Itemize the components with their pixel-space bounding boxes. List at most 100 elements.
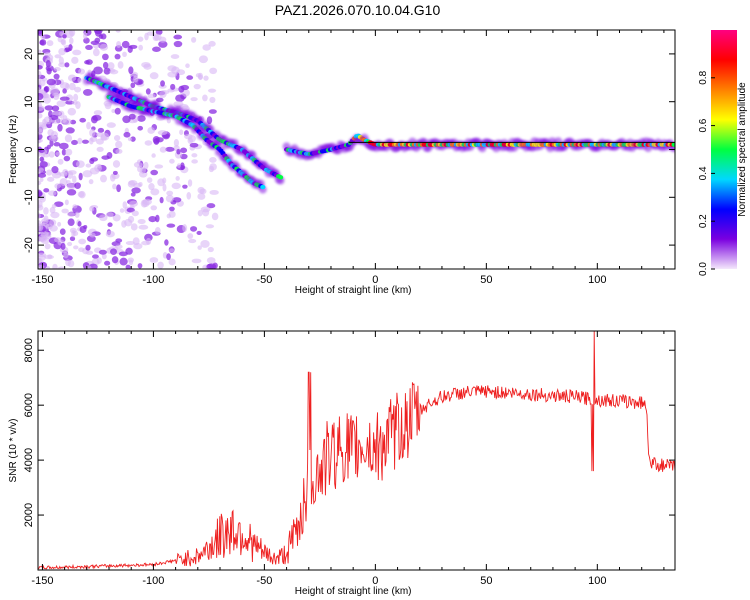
spectrogram-noise-point [46, 40, 54, 47]
spectrogram-noise-point [160, 80, 165, 87]
spectrogram-noise-point [149, 257, 159, 264]
spectrogram-noise-point [96, 146, 104, 152]
spectrogram-noise-point [152, 136, 160, 144]
spectrogram-noise-point [48, 190, 57, 196]
spectrogram-noise-point [62, 118, 72, 126]
spectrogram-noise-point [157, 130, 168, 136]
spectrogram-noise-point [91, 254, 99, 259]
spectrogram-noise-point [182, 224, 188, 233]
spectrogram-noise-point [103, 67, 111, 75]
spectrogram-noise-point [137, 115, 146, 122]
spectrogram-noise-point [191, 153, 198, 158]
spectrogram-noise-point [128, 259, 134, 266]
spectrogram-noise-point [112, 160, 121, 168]
spectrogram-noise-point [206, 257, 216, 264]
spectrogram-noise-point [148, 215, 157, 223]
spectrogram-noise-point [142, 198, 152, 206]
spectrogram-noise-point [53, 73, 60, 80]
spectrogram-noise-point [44, 105, 54, 111]
spectrogram-noise-point [197, 186, 205, 194]
spectrogram-noise-point [137, 125, 144, 131]
spectrogram-y-tick-label: -10 [23, 189, 35, 205]
spectrogram-noise-point [159, 196, 164, 204]
spectrogram-noise-point [150, 205, 158, 211]
spectrogram-noise-point [158, 40, 168, 48]
spectrogram-noise-point [189, 142, 199, 148]
spectrogram-noise-point [59, 96, 70, 101]
snr-x-tick-label: -50 [256, 575, 272, 587]
spectrogram-noise-point [94, 164, 103, 172]
spectrogram-noise-point [166, 190, 174, 196]
spectrogram-noise-point [168, 258, 176, 266]
spectrogram-noise-point [208, 109, 217, 114]
spectrogram-noise-point [145, 237, 152, 245]
spectrogram-noise-point [113, 134, 121, 141]
spectrogram-noise-point [187, 179, 193, 187]
spectrogram-noise-point [125, 264, 131, 269]
spectrogram-noise-point [99, 214, 108, 222]
spectrogram-noise-point [78, 238, 87, 245]
spectrogram-noise-point [89, 232, 96, 238]
spectrogram-noise-point [147, 93, 156, 99]
spectrogram-noise-point [58, 110, 65, 119]
spectrogram-noise-point [149, 72, 159, 80]
spectrogram-noise-point [202, 44, 211, 51]
spectrogram-noise-point [53, 67, 61, 72]
spectrogram-noise-point [45, 265, 51, 269]
spectrogram-noise-point [73, 245, 79, 250]
spectrogram-noise-point [191, 159, 198, 164]
spectrogram-noise-point [197, 193, 206, 200]
spectrogram-x-axis-label: Height of straight line (km) [295, 285, 412, 296]
spectrogram-noise-point [56, 100, 66, 107]
chart-title: PAZ1.2026.070.10.04.G10 [274, 2, 441, 18]
spectrogram-noise-point [211, 212, 219, 221]
snr-x-tick-label: -150 [31, 575, 53, 587]
spectrogram-noise-point [78, 172, 83, 181]
snr-marks [38, 331, 675, 570]
spectrogram-noise-point [128, 113, 136, 120]
colorbar-scale [711, 30, 737, 269]
spectrogram-noise-point [179, 129, 184, 135]
spectrogram-noise-point [99, 43, 109, 51]
spectrogram-noise-point [115, 30, 121, 33]
spectrogram-noise-point [172, 197, 182, 203]
spectrogram-noise-point [93, 30, 103, 35]
spectrogram-noise-point [132, 75, 139, 83]
spectrogram-noise-point [42, 119, 47, 125]
spectrogram-noise-point [46, 78, 57, 86]
colorbar-tick-label: 0.8 [698, 70, 709, 84]
spectrogram-ridge-point [671, 142, 675, 147]
spectrogram-noise-point [171, 66, 180, 75]
spectrogram-noise-point [54, 54, 62, 59]
spectrogram-noise-point [116, 41, 122, 49]
spectrogram-y-tick-label: 0 [23, 146, 35, 152]
spectrogram-noise-point [173, 101, 184, 108]
spectrogram-noise-point [64, 62, 70, 68]
spectrogram-noise-point [157, 261, 164, 269]
spectrogram-noise-point [59, 228, 66, 236]
spectrogram-noise-point [45, 59, 51, 68]
spectrogram-noise-point [75, 160, 85, 168]
spectrogram-noise-point [114, 107, 121, 115]
spectrogram-noise-point [205, 224, 215, 229]
spectrogram-noise-point [62, 88, 67, 94]
spectrogram-noise-point [62, 169, 69, 175]
spectrogram-noise-point [122, 51, 127, 57]
spectrogram-noise-point [130, 192, 136, 197]
spectrogram-noise-point [83, 224, 88, 230]
spectrogram-noise-point [38, 124, 44, 133]
spectrogram-noise-point [137, 36, 144, 42]
spectrogram-noise-point [164, 239, 169, 246]
spectrogram-noise-point [188, 238, 197, 244]
spectrogram-noise-point [206, 263, 217, 269]
spectrogram-noise-point [38, 173, 47, 178]
spectrogram-noise-point [104, 260, 111, 266]
spectrogram-noise-point [58, 62, 67, 68]
spectrogram-noise-point [77, 77, 82, 83]
spectrogram-noise-point [121, 40, 130, 49]
spectrogram-noise-point [71, 229, 76, 238]
spectrogram-noise-point [38, 167, 44, 173]
spectrogram-noise-point [85, 44, 93, 50]
spectrogram-noise-point [105, 230, 115, 238]
